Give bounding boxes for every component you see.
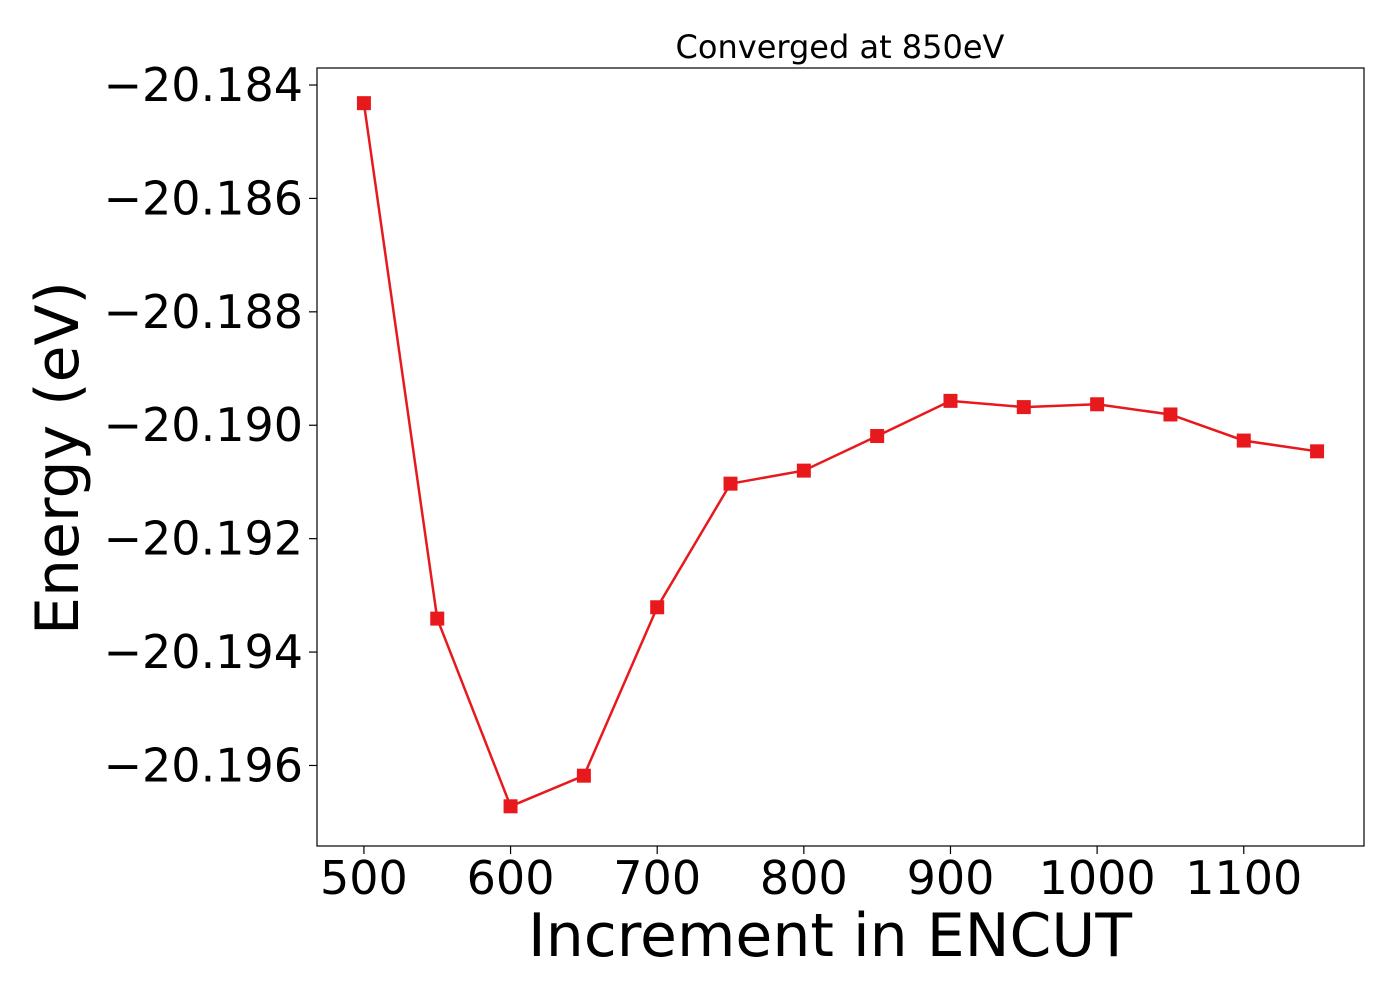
x-tick-label: 900 [907,851,995,905]
y-tick-label: −20.188 [104,285,304,339]
data-point-marker [650,600,665,615]
data-point-marker [1236,433,1251,448]
y-tick-label: −20.190 [104,398,304,452]
x-axis-label: Increment in ENCUT [528,901,1132,971]
data-point-marker [796,463,811,478]
data-point-marker [503,799,518,814]
plot-frame [316,67,1365,847]
x-tick-label: 600 [467,851,555,905]
y-tick-label: −20.184 [104,58,304,112]
data-point-marker [1090,397,1105,412]
x-tick-label: 1000 [1039,851,1156,905]
series-layer [356,96,1325,814]
y-tick-label: −20.192 [104,512,304,566]
data-point-marker [1163,407,1178,422]
x-tick-label: 1100 [1185,851,1302,905]
data-point-marker [723,476,738,491]
x-tick-label: 700 [613,851,701,905]
x-axis-ticks: 500 600 700 800 900 1000 1100 [320,846,1302,905]
y-axis-ticks: −20.184 −20.186 −20.188 −20.190 −20.192 −20.1… [104,58,317,792]
y-tick-label: −20.196 [104,738,304,792]
data-point-marker [1310,444,1325,459]
y-axis-label: Energy (eV) [23,281,93,635]
chart-title: Converged at 850eV [676,28,1005,66]
data-point-marker [1016,400,1031,415]
series-line [362,103,1318,808]
x-tick-label: 800 [760,851,848,905]
data-point-marker [356,96,371,111]
x-tick-label: 500 [320,851,408,905]
data-point-marker [576,768,591,783]
data-point-marker [430,611,445,626]
data-point-marker [870,429,885,444]
y-tick-label: −20.186 [104,171,304,225]
y-tick-label: −20.194 [104,625,304,679]
data-point-marker [943,393,958,408]
